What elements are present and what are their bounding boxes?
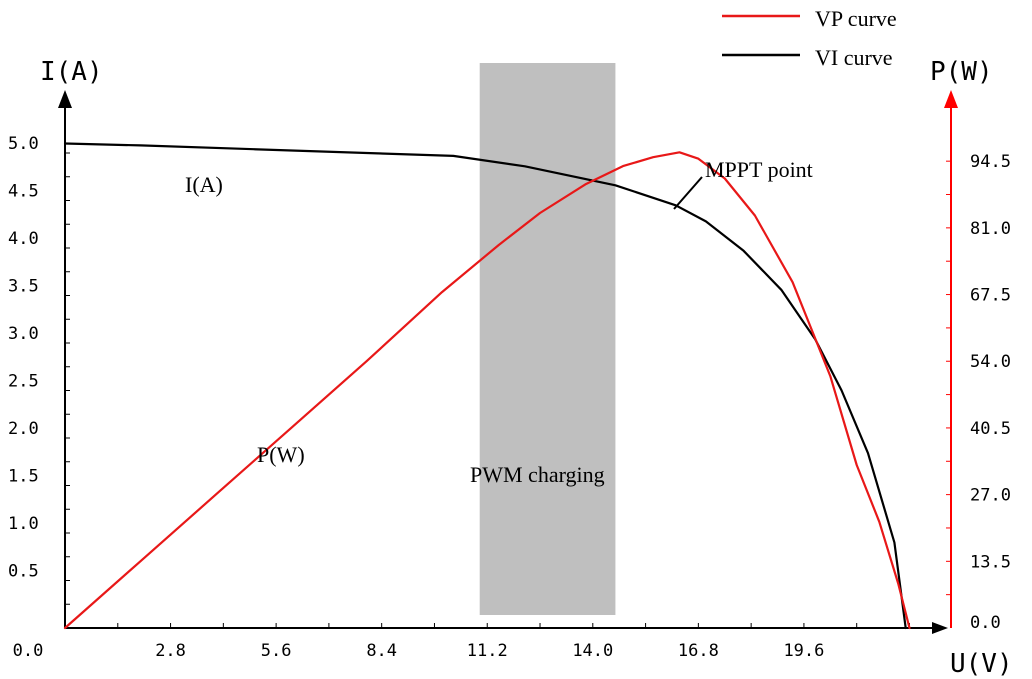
axis-ticks: 0.0 2.8 5.6 8.4 11.2 14.0 16.8 19.6 0.5 1.0 1.5 2.0… (8, 134, 1011, 661)
left-y-tick-label: 5.0 (8, 134, 39, 154)
x-tick-label: 14.0 (572, 641, 613, 661)
right-y-tick-label: 94.5 (970, 152, 1011, 172)
left-y-tick-label: 1.5 (8, 467, 39, 487)
current-curve-label: I(A) (185, 172, 223, 197)
pwm-charging-label: PWM charging (470, 462, 605, 487)
right-y-axis-arrow (944, 90, 958, 108)
left-y-tick-label: 2.5 (8, 372, 39, 392)
x-tick-label: 8.4 (366, 641, 397, 661)
right-y-tick-label: 27.0 (970, 486, 1011, 506)
series-lines (63, 142, 911, 630)
legend-vp-label: VP curve (815, 6, 897, 31)
vp-curve-line (63, 151, 911, 630)
mppt-point-label: MPPT point (705, 157, 813, 182)
x-tick-label: 0.0 (13, 641, 44, 661)
left-y-tick-label: 4.5 (8, 182, 39, 202)
left-y-tick-label: 1.0 (8, 514, 39, 534)
power-curve-label: P(W) (257, 442, 305, 467)
left-y-tick-label: 3.5 (8, 277, 39, 297)
x-tick-label: 2.8 (155, 641, 186, 661)
right-axis-title: P(W) (930, 57, 993, 87)
right-y-tick-label: 54.0 (970, 352, 1011, 372)
right-y-tick-label: 13.5 (970, 552, 1011, 572)
pwm-charging-region (479, 63, 616, 615)
legend: VP curve VI curve (722, 6, 897, 70)
right-y-tick-label: 40.5 (970, 419, 1011, 439)
x-tick-label: 5.6 (261, 641, 292, 661)
left-y-axis-arrow (58, 90, 72, 108)
left-y-tick-label: 3.0 (8, 324, 39, 344)
x-axis-arrow (932, 622, 948, 634)
left-y-tick-label: 0.5 (8, 562, 39, 582)
right-y-tick-label: 67.5 (970, 286, 1011, 306)
x-tick-label: 19.6 (783, 641, 824, 661)
x-tick-label: 11.2 (467, 641, 508, 661)
left-y-tick-label: 4.0 (8, 229, 39, 249)
vi-curve-line (63, 142, 907, 630)
right-y-tick-label: 81.0 (970, 219, 1011, 239)
legend-vi-label: VI curve (815, 45, 893, 70)
mppt-leader-line (673, 176, 703, 210)
left-axis-title: I(A) (40, 57, 103, 87)
right-y-tick-label: 0.0 (970, 613, 1001, 633)
x-axis-title: U(V) (950, 649, 1013, 679)
x-tick-label: 16.8 (678, 641, 719, 661)
left-y-tick-label: 2.0 (8, 419, 39, 439)
